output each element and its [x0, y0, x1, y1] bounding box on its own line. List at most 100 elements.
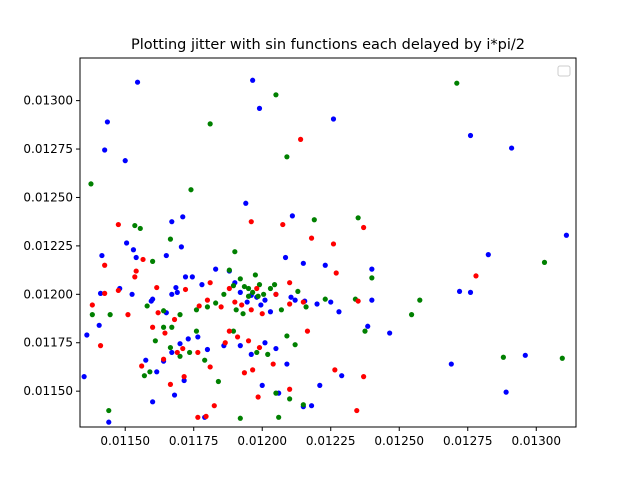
data-point: [265, 351, 271, 357]
data-point: [330, 241, 337, 247]
data-point: [134, 79, 141, 85]
y-tick-label: 0.01300: [23, 94, 73, 108]
data-point: [256, 344, 263, 351]
data-point: [140, 256, 146, 263]
data-point: [221, 291, 227, 297]
data-point: [107, 312, 113, 318]
data-point: [259, 311, 265, 317]
data-point: [222, 340, 228, 346]
data-point: [417, 297, 423, 303]
x-axis: 0.01150 0.01175 0.01200 0.01225 0.01250 0.012…: [100, 427, 561, 448]
data-point: [276, 414, 282, 420]
data-point: [174, 349, 180, 356]
y-tick-label: 0.01225: [23, 239, 73, 253]
data-point: [169, 291, 175, 297]
data-point: [355, 298, 361, 304]
data-point: [154, 284, 160, 291]
data-point: [160, 308, 167, 314]
data-point: [241, 370, 248, 376]
data-point: [280, 221, 286, 228]
x-tick-label: 0.01225: [306, 434, 356, 448]
series-2: [89, 136, 479, 420]
data-point: [125, 312, 131, 318]
data-point: [150, 258, 156, 264]
data-point: [254, 349, 260, 356]
data-point: [160, 324, 167, 330]
data-point: [467, 132, 474, 139]
data-point: [141, 373, 147, 379]
data-point: [81, 374, 87, 380]
data-point: [167, 344, 174, 351]
data-point: [177, 353, 183, 359]
data-point: [239, 302, 245, 308]
x-tick-label: 0.01250: [374, 434, 424, 448]
data-point: [99, 252, 105, 259]
y-tick-label: 0.01250: [23, 190, 73, 204]
data-point: [448, 361, 454, 367]
data-point: [322, 296, 328, 302]
data-point: [563, 232, 570, 238]
data-point: [288, 294, 294, 300]
data-point: [262, 297, 268, 303]
data-point: [115, 221, 121, 228]
data-point: [322, 262, 328, 268]
data-point: [162, 330, 168, 336]
x-tick-label: 0.01175: [169, 434, 219, 448]
data-point: [173, 284, 179, 291]
data-point: [308, 403, 315, 409]
data-point: [89, 302, 95, 308]
data-point: [232, 249, 238, 255]
data-point: [317, 382, 323, 388]
data-point: [245, 338, 252, 344]
data-point: [203, 413, 209, 419]
y-axis: 0.01150 0.01175 0.01200 0.01225 0.01250 0.012…: [23, 94, 80, 398]
data-point: [300, 402, 306, 408]
data-point: [254, 285, 260, 292]
data-point: [240, 311, 246, 317]
data-point: [255, 293, 261, 299]
x-tick-label: 0.01150: [100, 434, 150, 448]
data-point: [182, 274, 189, 280]
data-point: [273, 345, 279, 352]
data-point: [154, 369, 160, 375]
data-point: [123, 240, 130, 246]
data-point: [102, 147, 108, 153]
series-0: [81, 77, 570, 425]
data-point: [252, 272, 258, 278]
y-tick-label: 0.01275: [23, 142, 73, 156]
data-point: [181, 377, 187, 384]
data-point: [292, 297, 298, 303]
data-point: [143, 357, 149, 363]
data-point: [541, 259, 548, 265]
data-point: [387, 330, 393, 336]
data-point: [365, 323, 371, 329]
data-point: [328, 299, 334, 305]
data-point: [199, 282, 205, 288]
data-point: [267, 285, 274, 292]
data-point: [218, 304, 224, 310]
data-point: [271, 282, 278, 288]
data-points: [81, 77, 570, 425]
data-point: [287, 280, 293, 286]
data-point: [361, 374, 367, 380]
data-point: [261, 291, 267, 297]
data-point: [454, 80, 460, 86]
data-point: [287, 396, 293, 402]
y-tick-label: 0.01150: [23, 384, 73, 398]
data-point: [189, 274, 195, 280]
data-point: [171, 392, 178, 398]
data-point: [115, 287, 121, 294]
data-point: [167, 381, 174, 387]
data-point: [244, 299, 250, 305]
data-point: [178, 244, 184, 250]
data-point: [559, 355, 565, 361]
data-point: [300, 299, 306, 305]
data-point: [256, 105, 263, 111]
data-point: [180, 214, 186, 220]
data-point: [369, 266, 375, 272]
data-point: [132, 274, 138, 280]
data-point: [181, 374, 187, 380]
data-point: [84, 332, 90, 338]
data-point: [256, 282, 263, 288]
